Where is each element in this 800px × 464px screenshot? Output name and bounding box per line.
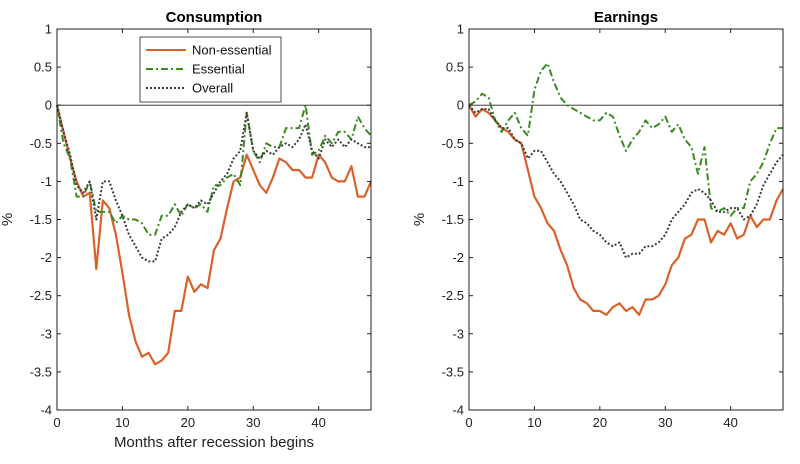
earnings-y-tick-label: 1 — [457, 22, 464, 37]
consumption-y-tick-label: 0 — [45, 98, 52, 113]
consumption-x-tick-label: 20 — [181, 415, 195, 430]
earnings-series-overall — [468, 104, 784, 259]
consumption-y-tick-label: 1 — [45, 22, 52, 37]
earnings-plot-area — [469, 29, 783, 410]
earnings-series-non-essential — [468, 104, 784, 316]
legend-label-essential: Essential — [192, 62, 245, 77]
consumption-x-tick-label: 0 — [53, 415, 60, 430]
consumption-x-axis-label: Months after recession begins — [114, 434, 314, 451]
earnings-title: Earnings — [594, 9, 658, 26]
earnings-x-tick-label: 40 — [723, 415, 737, 430]
consumption-panel: 10.50-0.5-1-1.5-2-2.5-3-3.5-40 10 20 30 40Co… — [0, 9, 373, 451]
earnings-y-tick-label: -0.5 — [442, 136, 464, 151]
consumption-y-tick-label: -2.5 — [30, 288, 52, 303]
earnings-y-tick-label: 0 — [457, 98, 464, 113]
consumption-y-tick-label: -3 — [40, 326, 52, 341]
earnings-y-tick-label: 0.5 — [446, 60, 464, 75]
consumption-x-tick-label: 40 — [311, 415, 325, 430]
earnings-x-tick-label: 30 — [658, 415, 672, 430]
earnings-x-tick-label: 20 — [593, 415, 607, 430]
consumption-title: Consumption — [166, 9, 263, 26]
earnings-y-axis-label: % — [411, 213, 428, 226]
earnings-series-essential — [468, 62, 783, 217]
consumption-series-essential — [56, 104, 372, 236]
consumption-y-tick-label: -0.5 — [30, 136, 52, 151]
consumption-y-tick-label: -1 — [40, 174, 52, 189]
earnings-y-tick-label: -2 — [452, 250, 464, 265]
consumption-y-tick-label: -2 — [40, 250, 52, 265]
consumption-x-tick-label: 10 — [115, 415, 129, 430]
consumption-y-tick-label: -4 — [40, 403, 52, 418]
earnings-panel: 10.50-0.5-1-1.5-2-2.5-3-3.5-40 10 20 30 40Ea… — [411, 9, 784, 430]
earnings-y-tick-label: -1.5 — [442, 212, 464, 227]
earnings-y-tick-label: -3 — [452, 326, 464, 341]
legend-label-non-essential: Non-essential — [192, 43, 272, 58]
consumption-series-overall — [56, 104, 371, 263]
consumption-y-tick-label: -1.5 — [30, 212, 52, 227]
consumption-y-axis-label: % — [0, 213, 16, 226]
earnings-y-tick-label: -2.5 — [442, 288, 464, 303]
consumption-legend: Non-essential Essential Overall — [139, 36, 282, 103]
consumption-y-tick-label: 0.5 — [34, 60, 52, 75]
legend-label-overall: Overall — [192, 81, 233, 96]
consumption-series-non-essential — [55, 104, 373, 366]
earnings-y-tick-label: -3.5 — [442, 364, 464, 379]
earnings-x-tick-label: 10 — [527, 415, 541, 430]
consumption-y-tick-label: -3.5 — [30, 364, 52, 379]
earnings-y-tick-label: -1 — [452, 174, 464, 189]
consumption-x-tick-label: 30 — [246, 415, 260, 430]
earnings-y-tick-label: -4 — [452, 403, 464, 418]
earnings-x-tick-label: 0 — [465, 415, 472, 430]
